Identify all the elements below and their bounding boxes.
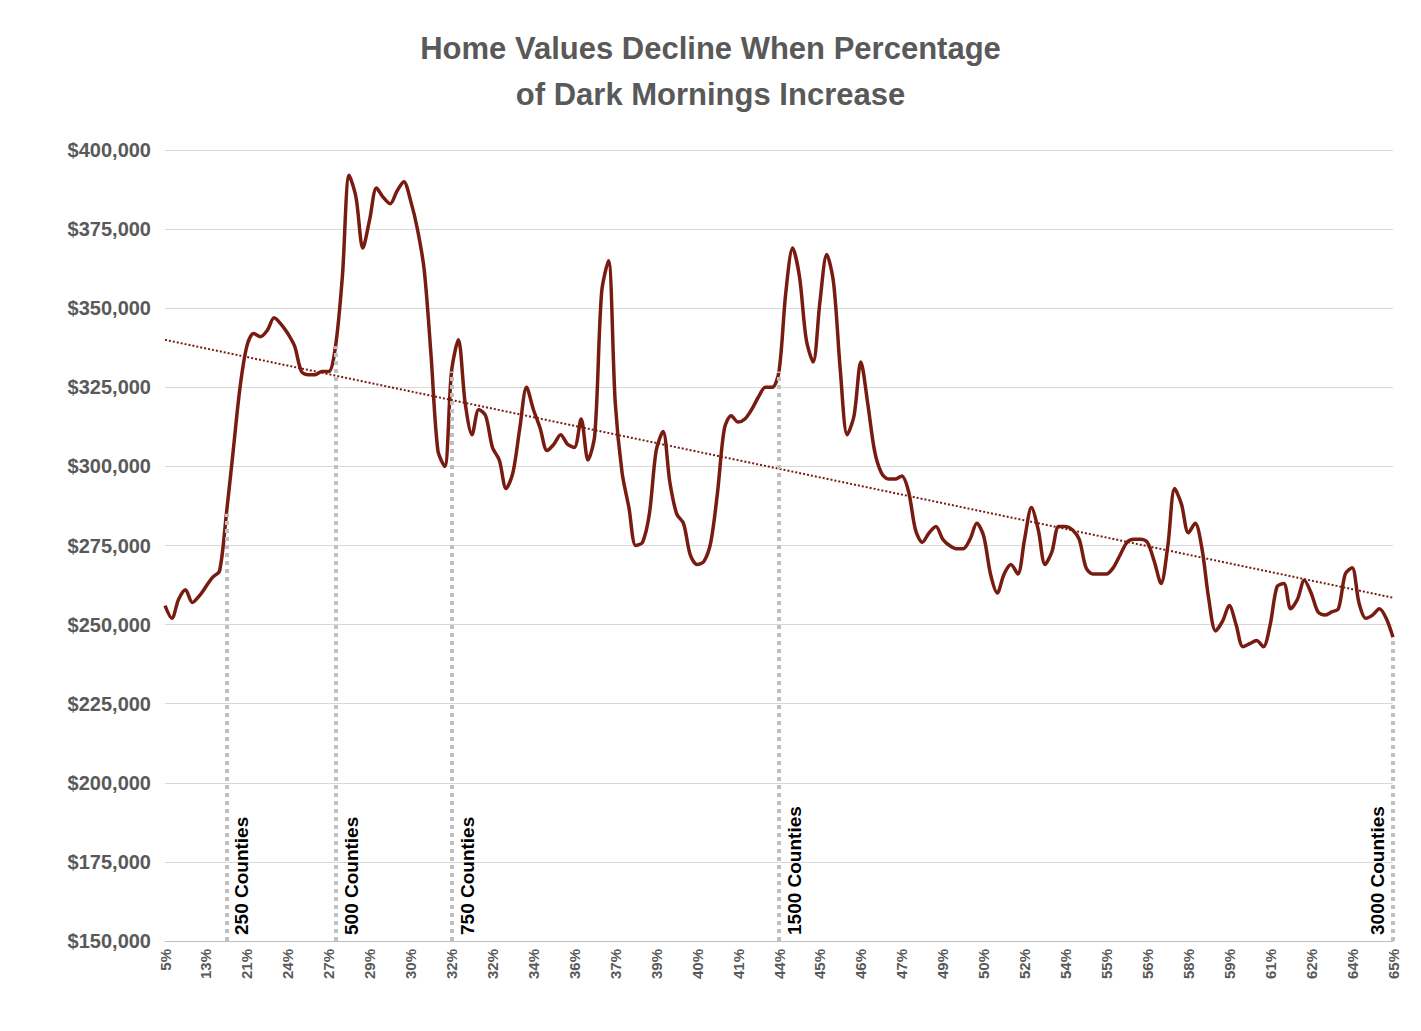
svg-text:$350,000: $350,000: [68, 297, 151, 319]
svg-text:47%: 47%: [893, 949, 910, 979]
svg-text:24%: 24%: [279, 949, 296, 979]
svg-text:$150,000: $150,000: [68, 930, 151, 952]
svg-text:500 Counties: 500 Counties: [341, 817, 362, 935]
svg-text:750 Counties: 750 Counties: [457, 817, 478, 935]
svg-text:37%: 37%: [607, 949, 624, 979]
svg-text:58%: 58%: [1180, 949, 1197, 979]
svg-text:$375,000: $375,000: [68, 218, 151, 240]
svg-text:64%: 64%: [1344, 949, 1361, 979]
svg-text:30%: 30%: [402, 949, 419, 979]
svg-text:44%: 44%: [771, 949, 788, 979]
svg-text:36%: 36%: [566, 949, 583, 979]
svg-text:32%: 32%: [484, 949, 501, 979]
svg-text:$200,000: $200,000: [68, 772, 151, 794]
svg-text:46%: 46%: [852, 949, 869, 979]
svg-text:32%: 32%: [443, 949, 460, 979]
svg-text:29%: 29%: [361, 949, 378, 979]
svg-text:$250,000: $250,000: [68, 614, 151, 636]
svg-text:$275,000: $275,000: [68, 535, 151, 557]
svg-text:of Dark Mornings Increase: of Dark Mornings Increase: [516, 77, 905, 112]
svg-text:39%: 39%: [648, 949, 665, 979]
svg-text:59%: 59%: [1221, 949, 1238, 979]
svg-text:$225,000: $225,000: [68, 693, 151, 715]
svg-text:27%: 27%: [320, 949, 337, 979]
svg-text:56%: 56%: [1139, 949, 1156, 979]
svg-text:40%: 40%: [689, 949, 706, 979]
svg-text:21%: 21%: [238, 949, 255, 979]
svg-text:$400,000: $400,000: [68, 139, 151, 161]
svg-text:49%: 49%: [934, 949, 951, 979]
svg-text:34%: 34%: [525, 949, 542, 979]
svg-text:62%: 62%: [1303, 949, 1320, 979]
svg-text:$325,000: $325,000: [68, 376, 151, 398]
svg-text:65%: 65%: [1385, 949, 1402, 979]
svg-text:250 Counties: 250 Counties: [231, 817, 252, 935]
svg-text:$175,000: $175,000: [68, 851, 151, 873]
svg-text:52%: 52%: [1016, 949, 1033, 979]
svg-text:$300,000: $300,000: [68, 455, 151, 477]
svg-text:5%: 5%: [157, 949, 174, 971]
svg-text:54%: 54%: [1057, 949, 1074, 979]
svg-text:41%: 41%: [730, 949, 747, 979]
svg-text:55%: 55%: [1098, 949, 1115, 979]
svg-text:1500 Counties: 1500 Counties: [784, 806, 805, 935]
svg-text:50%: 50%: [975, 949, 992, 979]
svg-text:3000 Counties: 3000 Counties: [1367, 806, 1388, 935]
svg-text:13%: 13%: [197, 949, 214, 979]
svg-text:45%: 45%: [811, 949, 828, 979]
svg-text:61%: 61%: [1262, 949, 1279, 979]
svg-text:Home Values Decline When Perce: Home Values Decline When Percentage: [420, 31, 1001, 66]
